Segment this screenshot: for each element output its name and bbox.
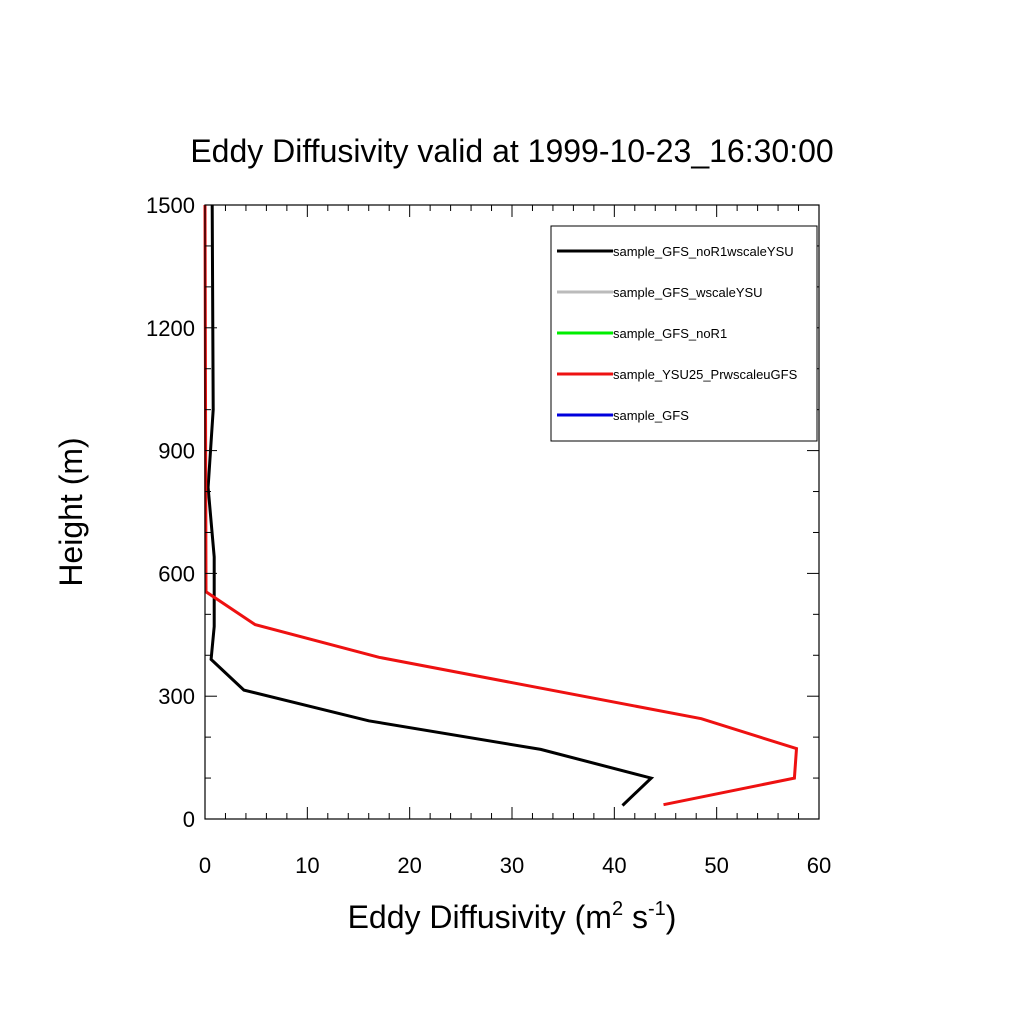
chart-title: Eddy Diffusivity valid at 1999-10-23_16:…	[190, 133, 833, 169]
x-tick-label: 10	[295, 853, 319, 878]
legend-label: sample_GFS	[613, 408, 689, 423]
y-tick-label: 1200	[146, 316, 195, 341]
x-tick-label: 0	[199, 853, 211, 878]
y-tick-label: 300	[158, 684, 195, 709]
y-tick-label: 600	[158, 561, 195, 586]
legend-label: sample_GFS_noR1wscaleYSU	[613, 244, 794, 259]
x-tick-label: 60	[807, 853, 831, 878]
x-axis-label-sup2: -1	[648, 898, 666, 920]
legend-label: sample_GFS_wscaleYSU	[613, 285, 763, 300]
x-tick-label: 40	[602, 853, 626, 878]
legend-label: sample_YSU25_PrwscaleuGFS	[613, 367, 798, 382]
series-line-0	[206, 204, 655, 807]
legend-items: sample_GFS_noR1wscaleYSU sample_GFS_wscal…	[557, 244, 798, 423]
x-axis-label: Eddy Diffusivity (m2 s-1)	[348, 898, 677, 935]
x-axis-label-sup1: 2	[612, 898, 623, 920]
y-tick-label: 900	[158, 439, 195, 464]
y-tick-label: 1500	[146, 193, 195, 218]
x-tick-label: 50	[704, 853, 728, 878]
legend: sample_GFS_noR1wscaleYSU sample_GFS_wscal…	[550, 225, 818, 442]
y-tick-label: 0	[183, 807, 195, 832]
series-layer	[203, 204, 799, 807]
y-axis-label: Height (m)	[53, 437, 89, 586]
legend-label: sample_GFS_noR1	[613, 326, 727, 341]
series-line-3	[203, 204, 799, 807]
x-tick-label: 20	[397, 853, 421, 878]
x-axis-label-base: Eddy Diffusivity (m	[348, 899, 612, 935]
x-tick-label: 30	[500, 853, 524, 878]
x-axis-label-mid: s	[623, 899, 648, 935]
x-axis-label-end: )	[666, 899, 677, 935]
